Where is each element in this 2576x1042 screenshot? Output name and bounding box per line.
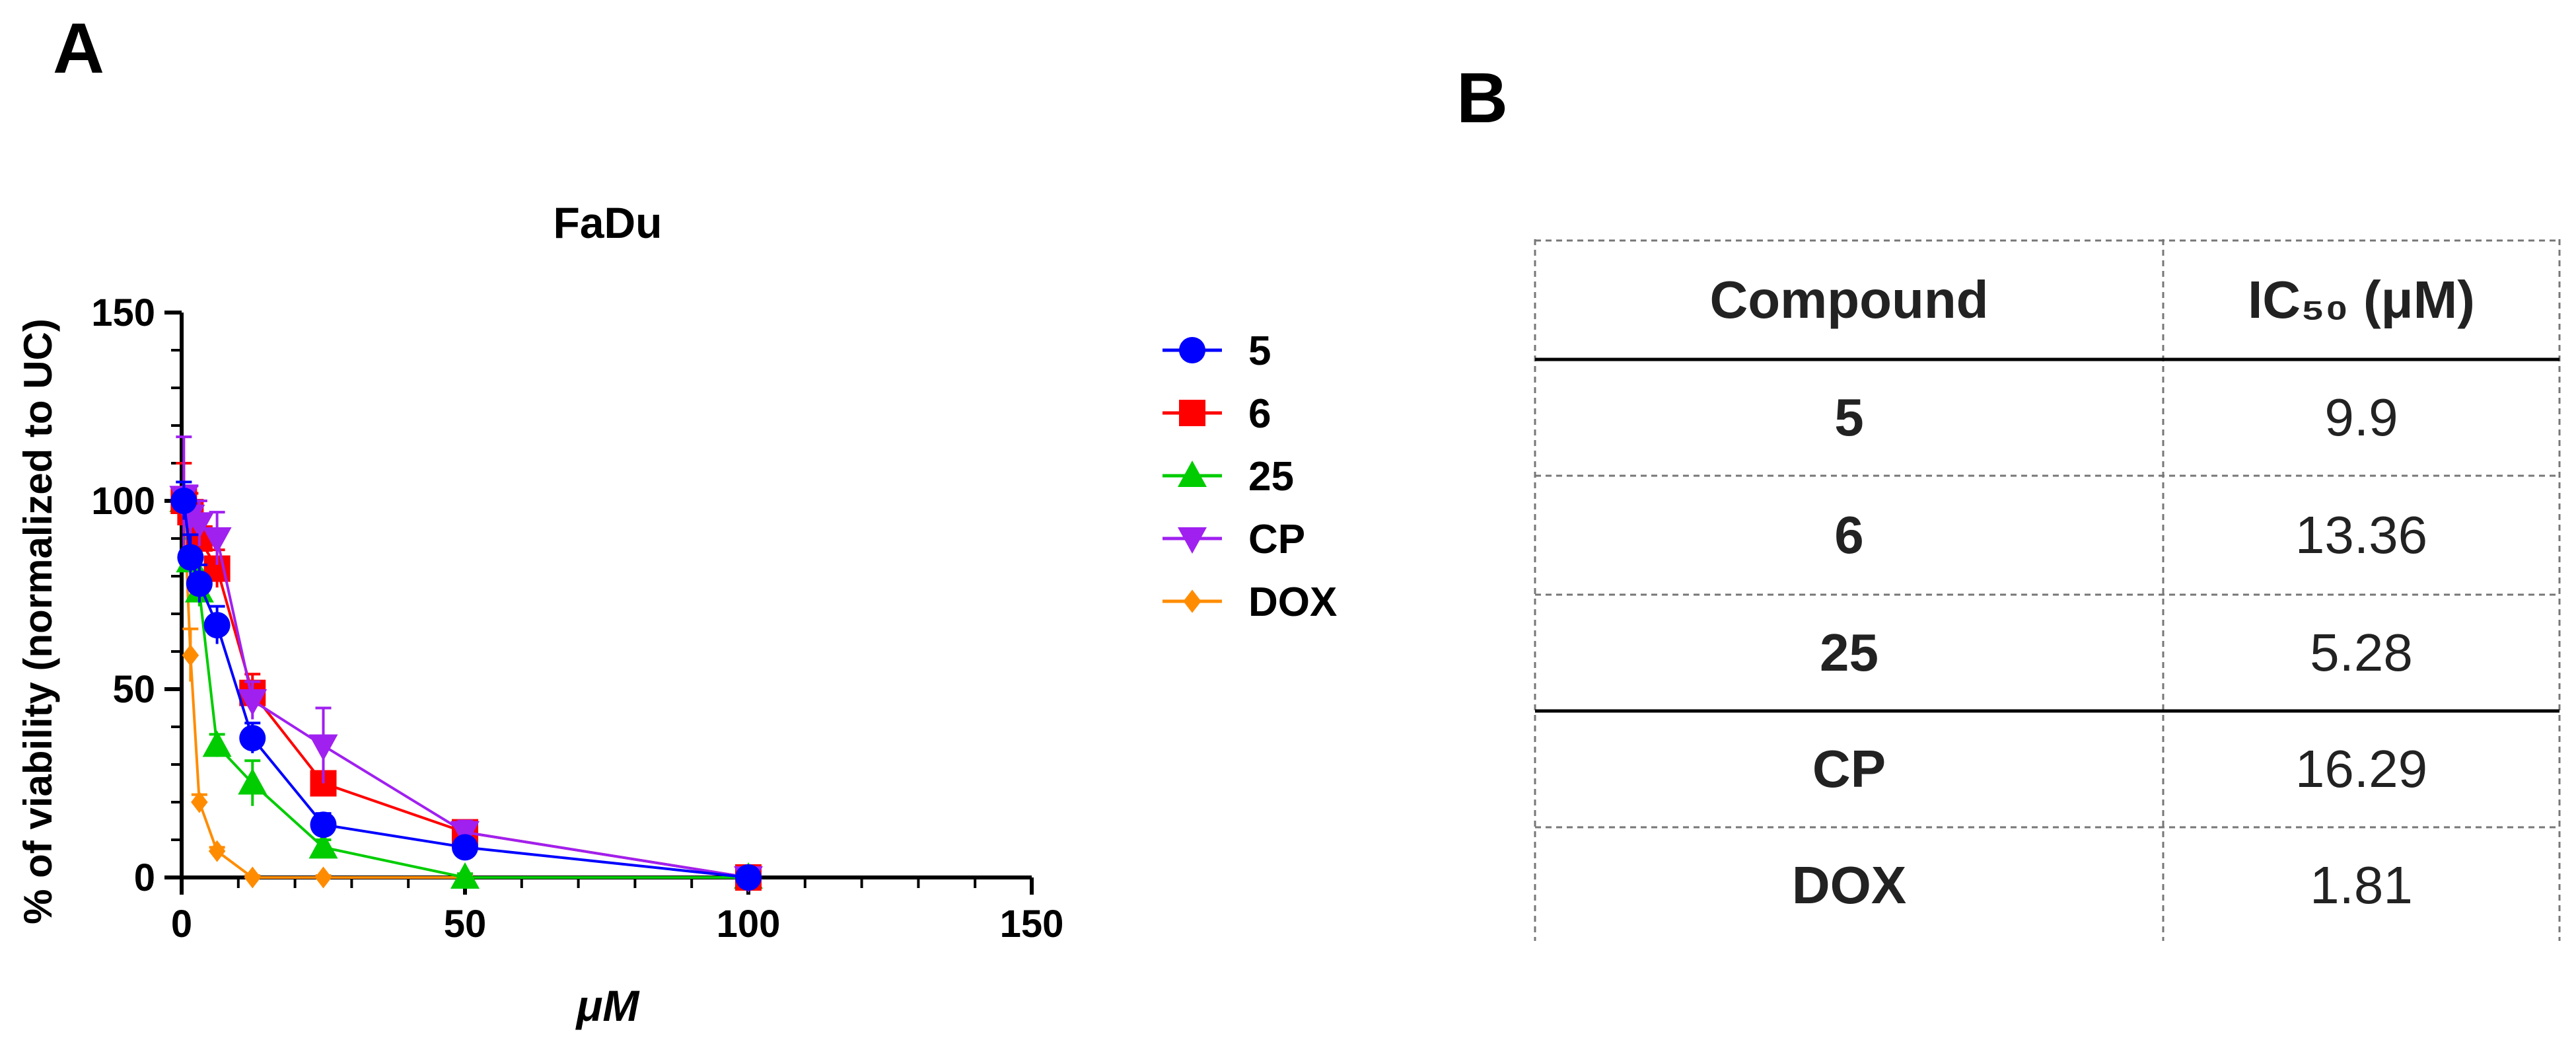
legend-marker — [1178, 527, 1207, 554]
legend-label: 6 — [1248, 391, 1271, 437]
data-point — [177, 544, 204, 571]
table-grid — [1534, 239, 2561, 941]
data-point — [182, 644, 199, 667]
table-cell-ic50: 13.36 — [2295, 505, 2428, 564]
legend-label: CP — [1248, 517, 1305, 562]
panel-b-label: B — [1456, 57, 1508, 137]
data-point — [238, 689, 268, 716]
data-point — [308, 832, 338, 859]
table-cell-ic50: 1.81 — [2310, 855, 2413, 914]
legend-label: 25 — [1248, 454, 1294, 500]
data-point — [186, 570, 213, 597]
data-point — [202, 730, 232, 757]
data-point — [202, 527, 232, 554]
x-tick-label: 0 — [171, 903, 192, 946]
legend-marker — [1178, 461, 1207, 487]
data-point — [239, 725, 266, 752]
data-point — [450, 862, 480, 889]
data-point — [314, 866, 332, 889]
data-point — [170, 488, 197, 514]
data-point — [310, 811, 337, 838]
table-cell-compound: CP — [1812, 739, 1886, 798]
data-point — [735, 864, 762, 891]
x-tick-label: 50 — [444, 903, 487, 946]
data-point — [308, 734, 338, 761]
chart-title: FaDu — [554, 198, 662, 247]
table-cell-ic50: 5.28 — [2310, 623, 2413, 682]
data-point — [452, 834, 478, 861]
y-tick-label: 0 — [134, 856, 155, 899]
table-cell-compound: 6 — [1834, 505, 1864, 564]
data-point — [191, 791, 208, 813]
table-cell-ic50: 9.9 — [2324, 388, 2398, 447]
x-tick-label: 150 — [1000, 903, 1064, 946]
table-cell-compound: 5 — [1834, 388, 1864, 447]
legend-marker — [1179, 337, 1205, 363]
y-tick-label: 150 — [91, 291, 155, 334]
data-point — [203, 612, 231, 639]
ic50-table: Compound IC₅₀ (μM) 5 9.9 6 13.36 25 5.28… — [1532, 239, 2563, 941]
data-point — [238, 768, 268, 795]
legend-label: 5 — [1248, 328, 1271, 374]
table-header-ic50: IC₅₀ (μM) — [2248, 270, 2475, 329]
legend-label: DOX — [1248, 579, 1337, 625]
table-header-compound: Compound — [1709, 270, 1989, 329]
y-axis-label: % of viability (normalized to UC) — [16, 318, 60, 924]
series-line-dox — [182, 500, 748, 879]
y-tick-label: 100 — [91, 480, 155, 523]
legend-marker — [1179, 400, 1205, 426]
y-tick-label: 50 — [112, 668, 155, 711]
panel-a-label: A — [53, 8, 104, 88]
x-axis-label: μM — [575, 981, 641, 1030]
table-cell-compound: DOX — [1791, 855, 1907, 914]
table-cell-ic50: 16.29 — [2295, 739, 2428, 798]
table-cell-compound: 25 — [1820, 623, 1878, 682]
data-point — [208, 840, 226, 862]
data-point — [184, 512, 214, 539]
legend-marker — [1183, 589, 1201, 613]
x-tick-label: 100 — [717, 903, 781, 946]
data-point — [244, 866, 261, 889]
